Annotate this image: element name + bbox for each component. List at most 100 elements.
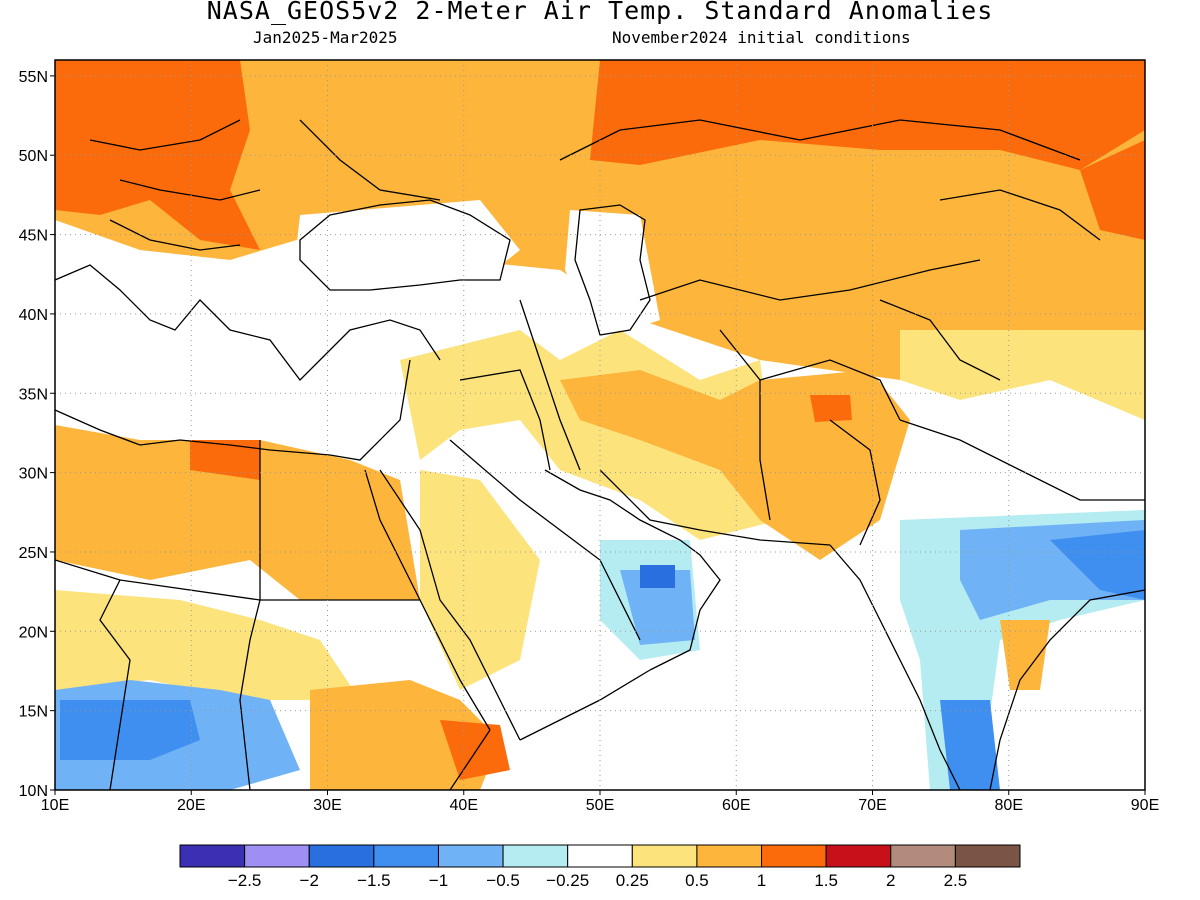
border-mongolia (939, 189, 1101, 241)
anomaly-region-mild-mideast (400, 330, 780, 540)
coast-horn-africa (449, 729, 491, 790)
anomaly-region-cold-oman (620, 570, 695, 645)
anomaly-region-neutral-med (55, 280, 420, 440)
border-iraq (459, 369, 551, 471)
border-chad (99, 579, 131, 790)
colorbar-swatch (761, 844, 827, 868)
colorbar-label: 2.5 (944, 871, 968, 890)
lon-tick-label: 50E (586, 797, 614, 814)
lat-tick-label: 45N (19, 228, 48, 245)
colorbar-swatch (567, 844, 633, 868)
border-afghan (759, 359, 901, 421)
border-kazakh-north (559, 119, 1081, 161)
colorbar-label: −1 (429, 871, 448, 890)
colorbar-label: 0.25 (616, 871, 649, 890)
coast-iran-south (599, 469, 831, 546)
coast-caspian (574, 204, 651, 336)
border-europe-a (89, 119, 241, 151)
anomaly-region-mild-east (900, 330, 1145, 420)
lat-tick-label: 30N (19, 466, 48, 483)
colorbar-swatch (954, 844, 1021, 868)
anomaly-region-hot-libya (190, 440, 260, 480)
anomaly-region-colder-oman (640, 565, 675, 588)
colorbar-swatch (244, 844, 310, 868)
colorbar-label: −2.5 (228, 871, 262, 890)
colorbar-label: −1.5 (357, 871, 391, 890)
colorbar-label: 1 (757, 871, 766, 890)
colorbar-swatch (179, 844, 246, 868)
coast-mediterranean-north (55, 264, 441, 381)
coast-red-sea-west (364, 469, 491, 731)
colorbar-label: −0.5 (486, 871, 520, 890)
anomaly-region-warm-sahara (55, 425, 420, 600)
colorbar-swatch (631, 844, 698, 868)
lat-tick-label: 40N (19, 307, 48, 324)
border-iran-west (519, 299, 581, 471)
lat-tick-label: 20N (19, 624, 48, 641)
border-iran-east (719, 329, 771, 521)
coast-mediterranean-south (55, 359, 411, 461)
colorbar-label: −2 (300, 871, 319, 890)
colorbar-swatch (437, 844, 504, 868)
anomaly-region-hot-afghan (810, 395, 852, 422)
chart-title: NASA_GEOS5v2 2-Meter Air Temp. Standard … (206, 0, 994, 25)
anomaly-region-warm-ethiopia (310, 680, 500, 790)
anomaly-region-colder-bengal (1050, 530, 1145, 600)
colorbar-swatch (890, 844, 956, 868)
border-saudi (449, 439, 641, 641)
border-europe-c (109, 219, 241, 251)
colorbar-label: 2 (886, 871, 895, 890)
border-algeria (55, 559, 121, 581)
border-europe-b (119, 179, 261, 201)
lon-tick-label: 20E (177, 797, 205, 814)
coast-black-sea (299, 199, 511, 291)
coast-india-west (829, 544, 961, 790)
lat-tick-label: 15N (19, 704, 48, 721)
graticule (55, 60, 1145, 790)
lon-tick-label: 60E (722, 797, 750, 814)
lon-tick-label: 10E (41, 797, 69, 814)
colorbar-swatch (696, 844, 763, 868)
colorbar-label: 1.5 (814, 871, 838, 890)
anomaly-region-cold-westafrica (60, 700, 200, 760)
anomaly-region-warm-indiaeast (1000, 620, 1050, 690)
colorbar: −2.5 −2 −1.5 −1 −0.5 −0.25 0.25 0.5 1 1.5 2 2.5 (179, 844, 1021, 890)
lat-tick-label: 25N (19, 545, 48, 562)
border-kazakh-south (639, 259, 981, 301)
axis-ticks: 10E 20E 30E 40E 50E 60E 70E 80E 90E 10N 15N 20N 25N 3… (19, 69, 1160, 814)
anomaly-region-hot-east (1080, 140, 1145, 240)
lat-tick-label: 50N (19, 148, 48, 165)
coast-persian-gulf (544, 469, 721, 671)
border-china-west (879, 299, 1001, 381)
lat-tick-label: 55N (19, 69, 48, 86)
colorbar-swatch (502, 844, 569, 868)
border-sudan (239, 599, 261, 790)
coast-red-sea-east (379, 469, 521, 741)
anomaly-region-hot-yemen (440, 720, 510, 780)
lon-tick-label: 30E (313, 797, 341, 814)
lon-tick-label: 90E (1131, 797, 1159, 814)
colorbar-swatch (373, 844, 439, 868)
anomaly-region-cold-southindia (940, 700, 1000, 790)
coast-arabia-south (519, 669, 651, 741)
border-russia-ukraine (299, 119, 441, 201)
lon-tick-label: 70E (858, 797, 886, 814)
anomaly-region-mild-arabia-west (420, 470, 540, 690)
border-pakistan (829, 419, 881, 546)
colorbar-label: 0.5 (685, 871, 709, 890)
border-libya-chad (119, 579, 261, 601)
coastlines (55, 119, 1145, 790)
colorbar-label: −0.25 (546, 871, 589, 890)
coast-india-east (989, 589, 1145, 790)
anomaly-region-neutral-caspian (565, 210, 660, 340)
colorbar-swatch (825, 844, 892, 868)
anomaly-region-hot-europe (55, 60, 260, 250)
colorbar-swatch (308, 844, 375, 868)
lat-tick-label: 35N (19, 386, 48, 403)
lon-tick-label: 40E (450, 797, 478, 814)
border-india-north (899, 419, 1145, 501)
anomaly-region-hot-siberia (590, 60, 1145, 170)
anomaly-region-mild-sahel (55, 590, 360, 700)
forecast-period: Jan2025-Mar2025 (253, 28, 398, 47)
